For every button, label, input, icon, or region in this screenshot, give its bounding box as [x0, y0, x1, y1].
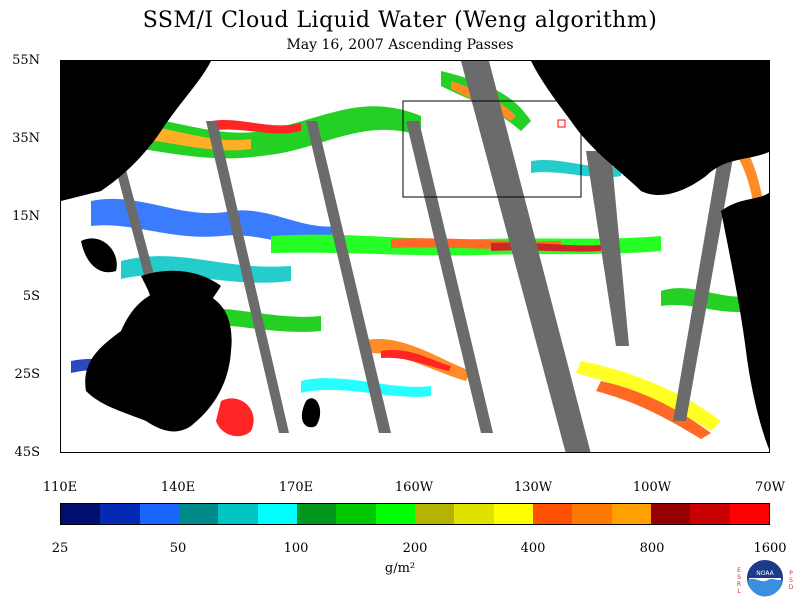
colorbar-label-50: 50: [169, 541, 187, 556]
colorbar-cell-1: [61, 504, 101, 524]
lon-label-110e: 110E: [42, 480, 78, 495]
colorbar-cell-9: [375, 504, 415, 524]
colorbar-cell-10: [414, 504, 455, 524]
lon-label-140e: 140E: [160, 480, 196, 495]
lon-label-70w: 70W: [755, 480, 785, 495]
colorbar-units: g/m²: [384, 561, 416, 576]
colorbar-cell-16: [650, 504, 691, 524]
lat-label-45s: 45S: [14, 445, 40, 460]
map-panel: [60, 60, 770, 453]
colorbar-cell-13: [532, 504, 573, 524]
region-box: [402, 100, 582, 198]
lon-label-170e: 170E: [278, 480, 314, 495]
swath-3: [306, 121, 391, 433]
swath-5: [461, 61, 591, 452]
asia-land: [61, 61, 211, 201]
lat-label-35n: 35N: [12, 131, 40, 146]
swath-4: [406, 121, 493, 433]
colorbar-cell-17: [690, 504, 730, 524]
logo-left-letter-2: S: [737, 574, 741, 581]
swath-2: [206, 121, 289, 433]
lat-label-15n: 15N: [12, 209, 40, 224]
map-subtitle: May 16, 2007 Ascending Passes: [286, 37, 514, 53]
south-america-land: [721, 192, 769, 450]
colorbar-cell-12: [493, 504, 533, 524]
logo-left-letter-1: E: [737, 567, 741, 574]
colorbar-label-25: 25: [51, 541, 69, 556]
colorbar-label-1600: 1600: [753, 541, 787, 556]
swath-6: [586, 151, 629, 346]
lat-label-55n: 55N: [12, 53, 40, 68]
borneo-land: [81, 238, 117, 273]
land-masses: [61, 61, 769, 450]
colorbar-label-100: 100: [283, 541, 309, 556]
lon-label-160w: 160W: [394, 480, 434, 495]
colorbar-cell-2: [100, 504, 140, 524]
lon-label-130w: 130W: [513, 480, 553, 495]
colorbar-cell-4: [178, 504, 219, 524]
logo-left-letter-3: R: [737, 581, 741, 588]
logo-center-text: NOAA: [756, 570, 774, 577]
logo-right-letter-1: P: [789, 570, 793, 577]
colorbar-cell-6: [257, 504, 297, 524]
australia-land: [85, 289, 232, 432]
colorbar-cell-3: [139, 504, 179, 524]
colorbar-cell-18: [729, 504, 769, 524]
colorbar-cell-11: [454, 504, 494, 524]
map-title: SSM/I Cloud Liquid Water (Weng algorithm…: [142, 8, 658, 33]
north-america-land: [531, 61, 769, 195]
logo-left-letter-4: L: [737, 588, 741, 595]
logo-right-letter-3: D: [789, 584, 794, 591]
logo-right-letter-2: S: [789, 577, 793, 584]
lat-label-5s: 5S: [22, 289, 40, 304]
cloud-water-map: [61, 61, 769, 452]
site-marker: [557, 119, 566, 128]
lat-label-25s: 25S: [14, 367, 40, 382]
new-guinea-land: [141, 270, 221, 301]
colorbar-cell-5: [218, 504, 258, 524]
colorbar-label-400: 400: [520, 541, 546, 556]
noaa-logo-icon: NOAA E S R L P S D: [737, 560, 794, 597]
colorbar-cell-15: [611, 504, 651, 524]
colorbar-cell-7: [296, 504, 337, 524]
new-zealand-land: [301, 398, 321, 428]
colorbar-label-200: 200: [402, 541, 428, 556]
colorbar-cell-14: [572, 504, 612, 524]
lon-label-100w: 100W: [632, 480, 672, 495]
colorbar: [60, 503, 770, 525]
swath-7: [673, 141, 736, 421]
colorbar-label-800: 800: [639, 541, 665, 556]
colorbar-cell-8: [336, 504, 376, 524]
